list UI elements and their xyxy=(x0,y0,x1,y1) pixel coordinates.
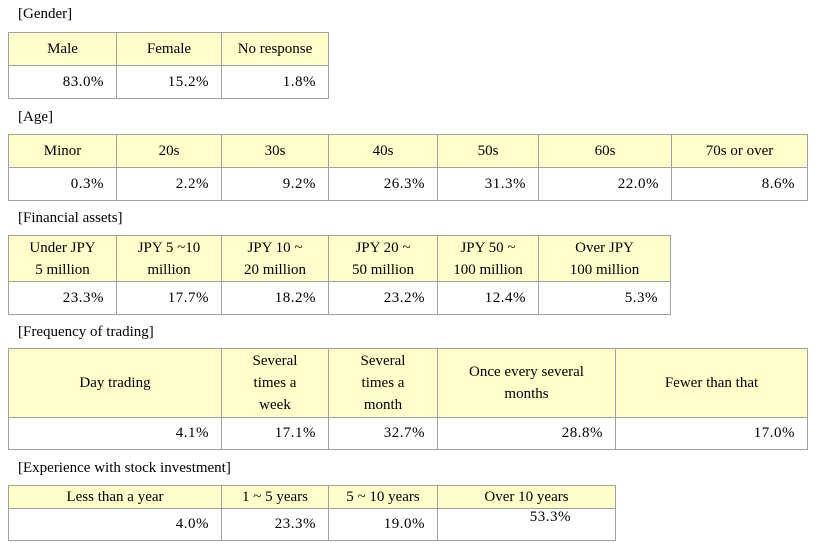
assets-value-50-100m: 12.4% xyxy=(437,281,539,315)
assets-value-over-100m: 5.3% xyxy=(538,281,671,315)
assets-table: Under JPY 5 million JPY 5 ~10 million JP… xyxy=(8,235,671,315)
age-header-30s: 30s xyxy=(221,134,329,168)
age-header-minor: Minor xyxy=(8,134,117,168)
age-header-20s: 20s xyxy=(116,134,222,168)
frequency-value-fewer: 17.0% xyxy=(615,417,808,450)
age-value-40s: 26.3% xyxy=(328,167,438,201)
experience-header-over-10-years: Over 10 years xyxy=(437,485,616,509)
assets-header-under-5m-line2: 5 million xyxy=(35,261,90,278)
experience-header-1-5-years: 1 ~ 5 years xyxy=(221,485,329,509)
frequency-value-day-trading: 4.1% xyxy=(8,417,222,450)
assets-header-50-100m-line2: 100 million xyxy=(453,261,523,278)
assets-header-over-100m-line2: 100 million xyxy=(569,261,640,278)
gender-value-male: 83.0% xyxy=(8,65,117,99)
assets-header-5-10m: JPY 5 ~10 million xyxy=(116,235,222,282)
assets-value-5-10m: 17.7% xyxy=(116,281,222,315)
frequency-value-several-month: 32.7% xyxy=(328,417,438,450)
frequency-header-several-month-line1: Several xyxy=(360,353,406,369)
frequency-header-several-month-line3: month xyxy=(363,397,403,413)
assets-header-10-20m: JPY 10 ~ 20 million xyxy=(221,235,329,282)
age-table: Minor 20s 30s 40s 50s 60s 70s or over 0.… xyxy=(8,134,808,201)
assets-header-20-50m-line2: 50 million xyxy=(351,261,415,278)
assets-header-50-100m-line1: JPY 50 ~ xyxy=(460,239,516,256)
frequency-section-title: [Frequency of trading] xyxy=(18,324,154,340)
frequency-value-several-months: 28.8% xyxy=(437,417,616,450)
assets-value-under-5m: 23.3% xyxy=(8,281,117,315)
age-header-60s: 60s xyxy=(538,134,672,168)
age-value-60s: 22.0% xyxy=(538,167,672,201)
assets-header-10-20m-line1: JPY 10 ~ xyxy=(247,239,303,256)
age-value-70s-or-over: 8.6% xyxy=(671,167,808,201)
experience-value-5-10-years: 19.0% xyxy=(328,508,438,541)
assets-header-over-100m-line1: Over JPY xyxy=(575,239,634,256)
assets-header-under-5m-line1: Under JPY xyxy=(29,239,96,256)
frequency-header-several-months-line1: Once every several xyxy=(469,364,584,380)
age-value-30s: 9.2% xyxy=(221,167,329,201)
gender-table: Male Female No response 83.0% 15.2% 1.8% xyxy=(8,32,329,99)
age-value-minor: 0.3% xyxy=(8,167,117,201)
frequency-header-fewer: Fewer than that xyxy=(615,348,808,418)
frequency-header-day-trading: Day trading xyxy=(8,348,222,418)
age-value-50s: 31.3% xyxy=(437,167,539,201)
age-header-50s: 50s xyxy=(437,134,539,168)
experience-header-less-than-year: Less than a year xyxy=(8,485,222,509)
assets-value-10-20m: 18.2% xyxy=(221,281,329,315)
assets-header-20-50m: JPY 20 ~ 50 million xyxy=(328,235,438,282)
frequency-value-several-week: 17.1% xyxy=(221,417,329,450)
assets-header-50-100m: JPY 50 ~ 100 million xyxy=(437,235,539,282)
experience-header-5-10-years: 5 ~ 10 years xyxy=(328,485,438,509)
gender-header-no-response: No response xyxy=(221,32,329,66)
experience-section-title: [Experience with stock investment] xyxy=(18,460,231,476)
assets-header-over-100m: Over JPY 100 million xyxy=(538,235,671,282)
gender-value-female: 15.2% xyxy=(116,65,222,99)
frequency-table: Day trading Several times a week Several… xyxy=(8,348,808,450)
experience-value-less-than-year: 4.0% xyxy=(8,508,222,541)
frequency-header-several-months: Once every several months xyxy=(437,348,616,418)
experience-value-over-10-years: 53.3% xyxy=(437,508,616,541)
frequency-header-several-month: Several times a month xyxy=(328,348,438,418)
experience-value-1-5-years: 23.3% xyxy=(221,508,329,541)
assets-header-20-50m-line1: JPY 20 ~ xyxy=(355,239,411,256)
frequency-header-several-week-line2: times a xyxy=(253,375,297,391)
gender-value-no-response: 1.8% xyxy=(221,65,329,99)
gender-section-title: [Gender] xyxy=(18,6,73,22)
age-value-20s: 2.2% xyxy=(116,167,222,201)
assets-header-5-10m-line2: million xyxy=(147,261,191,278)
assets-header-5-10m-line1: JPY 5 ~10 xyxy=(137,239,201,256)
gender-header-male: Male xyxy=(8,32,117,66)
assets-value-20-50m: 23.2% xyxy=(328,281,438,315)
age-section-title: [Age] xyxy=(18,109,53,125)
assets-section-title: [Financial assets] xyxy=(18,210,123,226)
gender-header-female: Female xyxy=(116,32,222,66)
frequency-header-several-month-line2: times a xyxy=(361,375,405,391)
experience-table: Less than a year 1 ~ 5 years 5 ~ 10 year… xyxy=(8,485,616,541)
age-header-70s-or-over: 70s or over xyxy=(671,134,808,168)
frequency-header-several-week: Several times a week xyxy=(221,348,329,418)
assets-header-under-5m: Under JPY 5 million xyxy=(8,235,117,282)
frequency-header-several-week-line1: Several xyxy=(252,353,298,369)
assets-header-10-20m-line2: 20 million xyxy=(243,261,307,278)
frequency-header-several-week-line3: week xyxy=(259,397,291,413)
frequency-header-several-months-line2: months xyxy=(504,386,549,402)
age-header-40s: 40s xyxy=(328,134,438,168)
